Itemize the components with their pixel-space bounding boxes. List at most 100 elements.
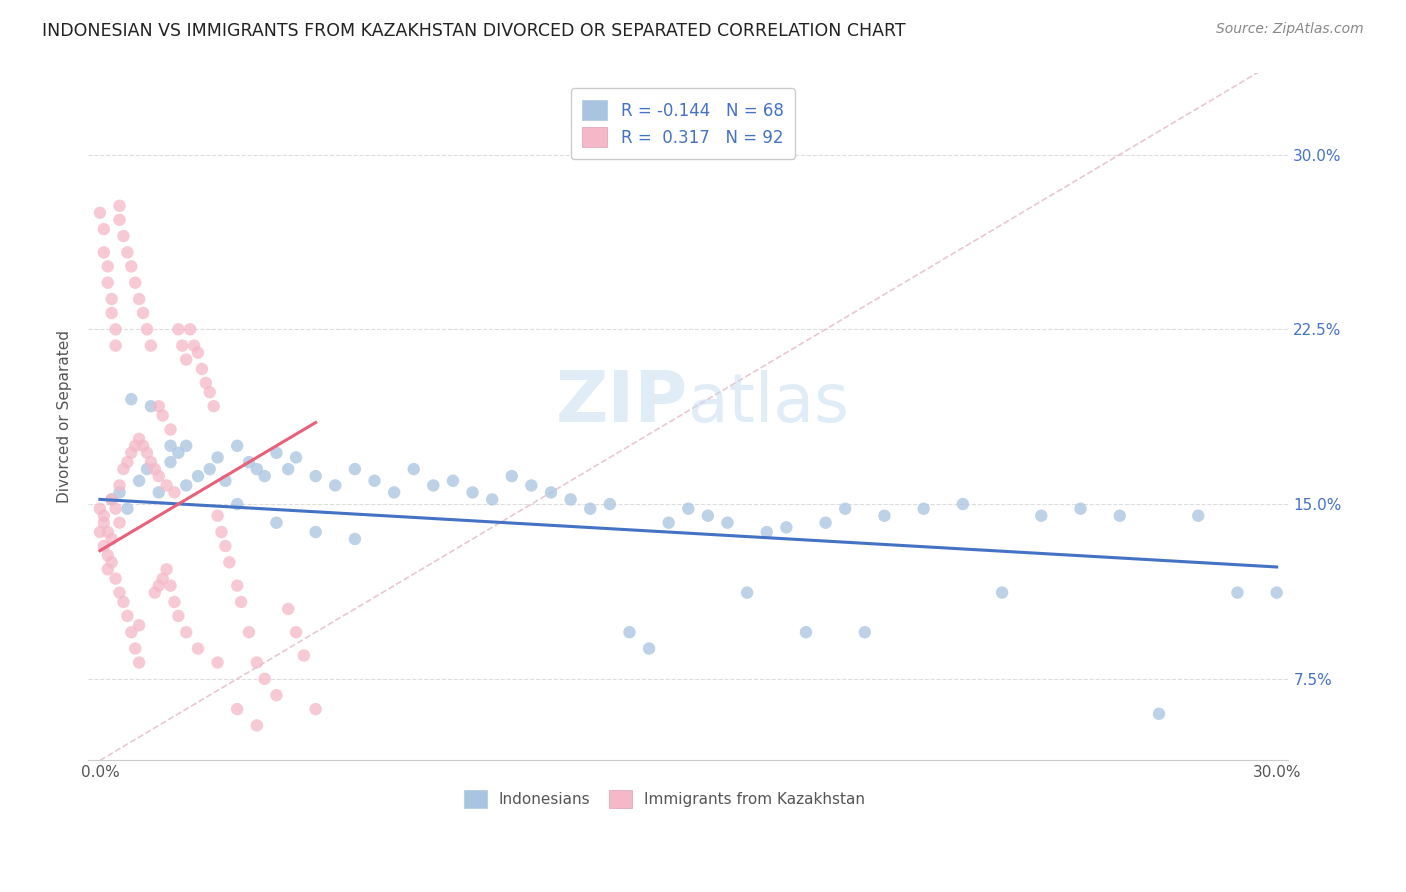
Point xyxy=(716,516,738,530)
Point xyxy=(191,362,214,376)
Point xyxy=(100,532,122,546)
Point xyxy=(97,524,120,539)
Point xyxy=(1108,508,1130,523)
Point xyxy=(104,501,127,516)
Point xyxy=(794,625,817,640)
Point xyxy=(179,322,201,336)
Point xyxy=(108,478,131,492)
Point xyxy=(128,292,150,306)
Point xyxy=(100,555,122,569)
Point xyxy=(155,478,177,492)
Point xyxy=(501,469,523,483)
Point xyxy=(226,439,249,453)
Point xyxy=(89,524,111,539)
Point xyxy=(481,492,503,507)
Point xyxy=(599,497,621,511)
Point xyxy=(1226,585,1249,599)
Point xyxy=(198,385,221,400)
Point xyxy=(579,501,602,516)
Point xyxy=(246,718,269,732)
Point xyxy=(139,338,162,352)
Point xyxy=(363,474,385,488)
Point xyxy=(277,602,299,616)
Point xyxy=(136,446,159,460)
Point xyxy=(128,618,150,632)
Point xyxy=(619,625,641,640)
Point xyxy=(214,539,236,553)
Text: Source: ZipAtlas.com: Source: ZipAtlas.com xyxy=(1216,22,1364,37)
Point xyxy=(93,245,115,260)
Point xyxy=(991,585,1014,599)
Point xyxy=(775,520,797,534)
Point xyxy=(136,322,159,336)
Point xyxy=(148,579,170,593)
Point xyxy=(1147,706,1170,721)
Point xyxy=(104,338,127,352)
Point xyxy=(174,439,197,453)
Point xyxy=(229,595,252,609)
Point xyxy=(128,474,150,488)
Point xyxy=(100,492,122,507)
Point xyxy=(755,524,778,539)
Point xyxy=(187,345,209,359)
Point xyxy=(136,462,159,476)
Point xyxy=(120,260,142,274)
Point xyxy=(167,446,190,460)
Point xyxy=(461,485,484,500)
Point xyxy=(520,478,543,492)
Point xyxy=(163,595,186,609)
Point xyxy=(89,501,111,516)
Point xyxy=(853,625,876,640)
Point xyxy=(1070,501,1092,516)
Point xyxy=(912,501,935,516)
Point xyxy=(343,532,366,546)
Point xyxy=(167,608,190,623)
Point xyxy=(108,485,131,500)
Point xyxy=(124,276,146,290)
Point xyxy=(246,656,269,670)
Point xyxy=(93,516,115,530)
Point xyxy=(814,516,837,530)
Point xyxy=(89,206,111,220)
Point xyxy=(108,199,131,213)
Point xyxy=(117,455,139,469)
Point xyxy=(139,455,162,469)
Point xyxy=(139,399,162,413)
Point xyxy=(100,306,122,320)
Point xyxy=(735,585,758,599)
Point xyxy=(97,549,120,563)
Point xyxy=(305,702,328,716)
Point xyxy=(172,338,194,352)
Point xyxy=(174,625,197,640)
Text: ZIP: ZIP xyxy=(555,368,689,437)
Point xyxy=(120,392,142,407)
Point xyxy=(202,399,225,413)
Point xyxy=(187,469,209,483)
Point xyxy=(152,409,174,423)
Point xyxy=(266,516,288,530)
Point xyxy=(159,579,181,593)
Point xyxy=(148,469,170,483)
Point xyxy=(112,595,135,609)
Legend: Indonesians, Immigrants from Kazakhstan: Indonesians, Immigrants from Kazakhstan xyxy=(457,784,870,814)
Point xyxy=(285,625,308,640)
Point xyxy=(678,501,700,516)
Point xyxy=(159,455,181,469)
Point xyxy=(148,399,170,413)
Point xyxy=(97,276,120,290)
Point xyxy=(696,508,718,523)
Point xyxy=(246,462,269,476)
Point xyxy=(159,422,181,436)
Point xyxy=(183,338,205,352)
Point xyxy=(143,462,166,476)
Point xyxy=(226,579,249,593)
Point xyxy=(167,322,190,336)
Point xyxy=(207,450,229,465)
Point xyxy=(187,641,209,656)
Point xyxy=(1187,508,1209,523)
Point xyxy=(214,474,236,488)
Point xyxy=(253,672,276,686)
Point xyxy=(1031,508,1053,523)
Point xyxy=(108,516,131,530)
Point xyxy=(305,524,328,539)
